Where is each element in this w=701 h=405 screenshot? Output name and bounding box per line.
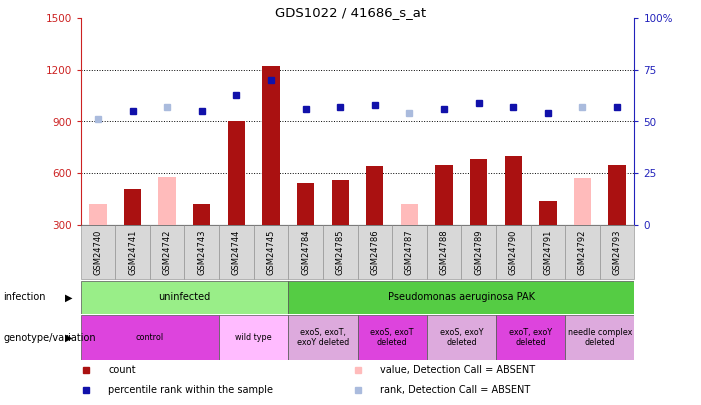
Bar: [81, 225, 115, 279]
Bar: [184, 225, 219, 279]
Text: GSM24785: GSM24785: [336, 229, 345, 275]
Bar: [401, 204, 418, 225]
Bar: [392, 225, 427, 279]
Text: GSM24788: GSM24788: [440, 229, 449, 275]
Bar: [505, 156, 522, 225]
Bar: [219, 315, 288, 360]
Text: exoS, exoT,
exoY deleted: exoS, exoT, exoY deleted: [297, 328, 349, 347]
Text: exoS, exoT
deleted: exoS, exoT deleted: [370, 328, 414, 347]
Text: ▶: ▶: [64, 333, 72, 343]
Bar: [89, 204, 107, 225]
Bar: [427, 225, 461, 279]
Bar: [574, 178, 591, 225]
Text: ▶: ▶: [64, 292, 72, 302]
Bar: [288, 281, 634, 314]
Bar: [297, 183, 314, 225]
Text: GSM24742: GSM24742: [163, 229, 172, 275]
Text: GSM24787: GSM24787: [405, 229, 414, 275]
Bar: [193, 204, 210, 225]
Text: GSM24784: GSM24784: [301, 229, 310, 275]
Text: control: control: [136, 333, 164, 342]
Bar: [288, 225, 323, 279]
Text: GSM24741: GSM24741: [128, 229, 137, 275]
Text: exoT, exoY
deleted: exoT, exoY deleted: [509, 328, 552, 347]
Bar: [219, 225, 254, 279]
Bar: [427, 315, 496, 360]
Bar: [470, 159, 487, 225]
Bar: [288, 315, 358, 360]
Bar: [81, 281, 288, 314]
Text: GSM24740: GSM24740: [93, 229, 102, 275]
Bar: [496, 315, 565, 360]
Bar: [565, 225, 600, 279]
Bar: [358, 315, 427, 360]
Bar: [608, 164, 626, 225]
Text: GSM24743: GSM24743: [197, 229, 206, 275]
Bar: [531, 225, 565, 279]
Bar: [461, 225, 496, 279]
Bar: [565, 315, 634, 360]
Text: count: count: [108, 365, 136, 375]
Text: value, Detection Call = ABSENT: value, Detection Call = ABSENT: [380, 365, 535, 375]
Text: GSM24786: GSM24786: [370, 229, 379, 275]
Bar: [366, 166, 383, 225]
Text: GDS1022 / 41686_s_at: GDS1022 / 41686_s_at: [275, 6, 426, 19]
Bar: [435, 164, 453, 225]
Text: genotype/variation: genotype/variation: [4, 333, 96, 343]
Bar: [332, 180, 349, 225]
Text: GSM24792: GSM24792: [578, 229, 587, 275]
Text: wild type: wild type: [236, 333, 272, 342]
Bar: [115, 225, 150, 279]
Text: needle complex
deleted: needle complex deleted: [568, 328, 632, 347]
Text: GSM24791: GSM24791: [543, 229, 552, 275]
Bar: [254, 225, 288, 279]
Text: GSM24790: GSM24790: [509, 229, 518, 275]
Bar: [358, 225, 392, 279]
Text: uninfected: uninfected: [158, 292, 210, 302]
Text: GSM24789: GSM24789: [474, 229, 483, 275]
Text: Pseudomonas aeruginosa PAK: Pseudomonas aeruginosa PAK: [388, 292, 535, 302]
Bar: [150, 225, 184, 279]
Bar: [600, 225, 634, 279]
Text: exoS, exoY
deleted: exoS, exoY deleted: [440, 328, 483, 347]
Bar: [124, 189, 141, 225]
Bar: [323, 225, 358, 279]
Text: GSM24793: GSM24793: [613, 229, 622, 275]
Bar: [228, 122, 245, 225]
Bar: [81, 315, 219, 360]
Bar: [158, 177, 176, 225]
Text: GSM24745: GSM24745: [266, 229, 275, 275]
Text: rank, Detection Call = ABSENT: rank, Detection Call = ABSENT: [380, 385, 530, 395]
Bar: [496, 225, 531, 279]
Bar: [539, 201, 557, 225]
Text: percentile rank within the sample: percentile rank within the sample: [108, 385, 273, 395]
Text: infection: infection: [4, 292, 46, 302]
Text: GSM24744: GSM24744: [232, 229, 241, 275]
Bar: [262, 66, 280, 225]
